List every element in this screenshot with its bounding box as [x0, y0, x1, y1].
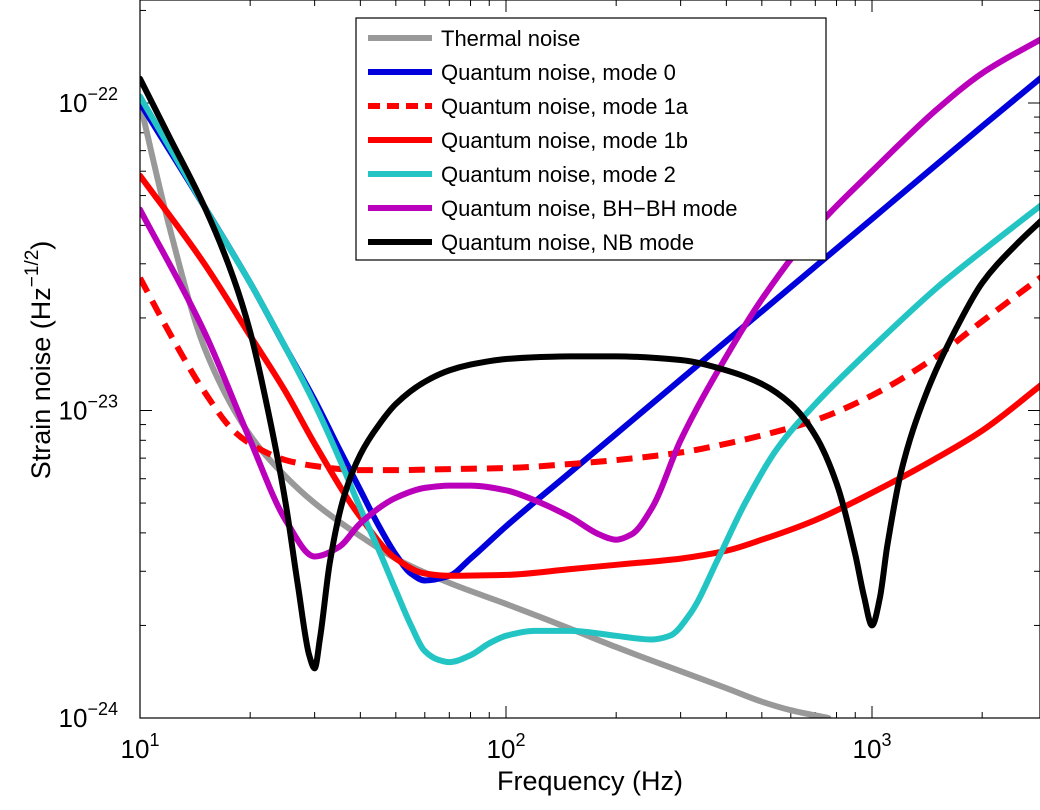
y-axis-label-close: ): [26, 241, 56, 250]
legend-label: Quantum noise, BH−BH mode: [441, 196, 738, 221]
series-line-quantum-noise-mode-1a: [140, 274, 1040, 474]
x-tick-label: 101: [121, 730, 160, 764]
legend-label: Quantum noise, mode 1a: [441, 94, 689, 119]
series-line-quantum-noise-mode-1b: [140, 172, 1040, 579]
legend-label: Quantum noise, mode 0: [441, 60, 676, 85]
y-tick-label-exponent: −22: [87, 84, 118, 104]
y-axis-label: Strain noise (Hz−1/2): [22, 241, 56, 480]
plot-frame: [139, 0, 1040, 719]
x-tick-label-exponent: 3: [881, 730, 891, 750]
y-tick-label-exponent: −23: [87, 392, 118, 412]
y-tick-label-base: 10: [59, 703, 88, 733]
y-axis-label-main: Strain noise (Hz: [26, 287, 56, 479]
x-tick-label: 102: [487, 730, 526, 764]
legend-label: Thermal noise: [441, 26, 580, 51]
x-tick-label-base: 10: [853, 734, 882, 764]
tick-marks: [139, 0, 1040, 719]
x-tick-label-exponent: 1: [149, 730, 159, 750]
y-tick-label: 10−22: [59, 84, 118, 118]
legend-box: [355, 17, 827, 261]
legend-label: Quantum noise, mode 1b: [441, 128, 688, 153]
legend: Thermal noise Quantum noise, mode 0 Quantu…: [355, 17, 827, 261]
y-tick-label-exponent: −24: [87, 699, 118, 719]
y-axis-label-exponent: −1/2: [22, 250, 43, 288]
x-tick-label-base: 10: [487, 734, 516, 764]
x-tick-label: 103: [853, 730, 892, 764]
x-axis-label: Frequency (Hz): [497, 766, 683, 796]
y-tick-label-base: 10: [59, 88, 88, 118]
series-line-quantum-noise-nb-mode: [140, 75, 1040, 672]
legend-label: Quantum noise, NB mode: [441, 230, 694, 255]
y-tick-label: 10−24: [59, 699, 118, 733]
y-tick-label: 10−23: [59, 392, 118, 426]
legend-label: Quantum noise, mode 2: [441, 162, 676, 187]
x-tick-label-base: 10: [121, 734, 150, 764]
series-line-quantum-noise-mode-2: [140, 93, 1040, 666]
x-tick-label-exponent: 2: [515, 730, 525, 750]
y-tick-label-base: 10: [59, 396, 88, 426]
